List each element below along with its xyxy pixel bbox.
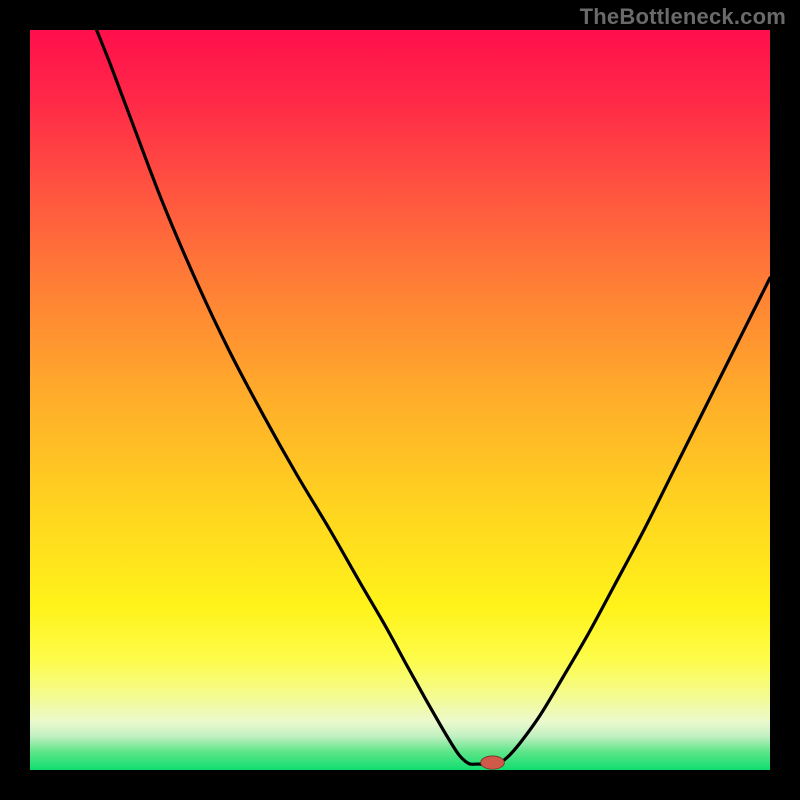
chart-background	[30, 30, 770, 770]
bottleneck-chart	[30, 30, 770, 770]
optimal-point-marker	[481, 756, 505, 769]
watermark-text: TheBottleneck.com	[580, 4, 786, 30]
chart-frame	[30, 30, 770, 770]
